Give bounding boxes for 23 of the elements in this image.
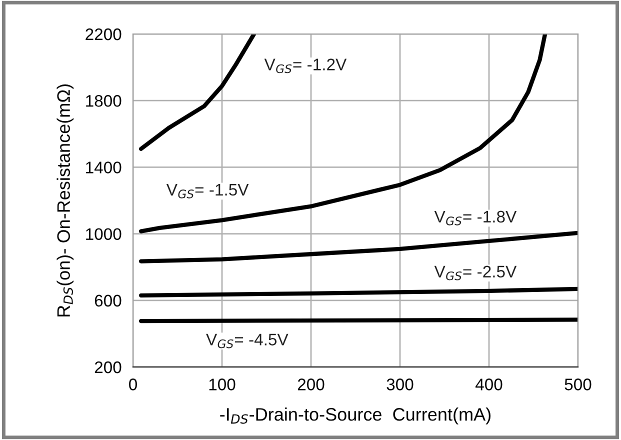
series-label: V$_{GS}$= -1.2V	[264, 58, 347, 74]
y-tick-label: 1400	[86, 162, 122, 174]
series-label: V$_{GS}$= -4.5V	[206, 334, 288, 348]
x-tick-label: 200	[298, 378, 324, 390]
line-series	[138, 34, 548, 234]
y-tick-label: 1800	[86, 95, 122, 107]
x-tick-label: 300	[386, 378, 414, 390]
x-tick-label: 500	[564, 378, 592, 390]
y-tick-label: 1000	[86, 228, 122, 240]
x-axis-title: -I$_{DS}$-Drain-to-Source Current(mA)	[220, 408, 490, 424]
line-series	[138, 34, 256, 151]
x-tick-label: 400	[475, 378, 502, 390]
y-axis-title: R$_{DS}$(on)- On-Resistance(mΩ)	[56, 84, 74, 316]
line-series	[138, 230, 578, 264]
y-tick-label: 200	[94, 361, 122, 374]
line-series	[138, 286, 578, 298]
x-tick-label: 100	[209, 378, 236, 390]
x-tick-label: 0	[129, 378, 137, 390]
series-label: V$_{GS}$= -2.5V	[434, 266, 517, 280]
y-tick-label: 600	[94, 294, 122, 307]
y-tick-label: 2200	[86, 28, 122, 40]
series-label: V$_{GS}$= -1.5V	[166, 184, 249, 198]
series-label: V$_{GS}$= -1.8V	[434, 210, 517, 226]
